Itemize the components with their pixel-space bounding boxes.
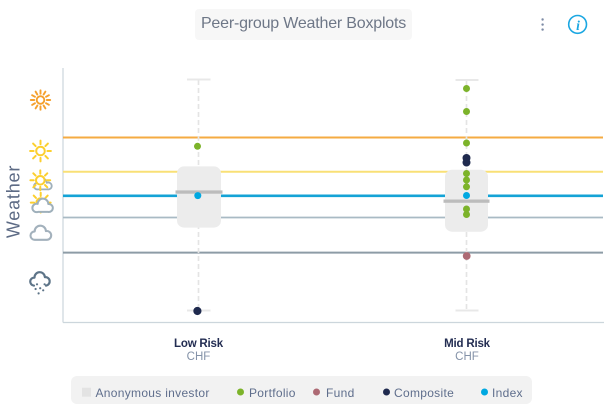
svg-text:i: i (576, 18, 580, 33)
